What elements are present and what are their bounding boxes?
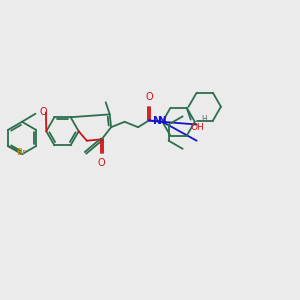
Text: H: H [201,115,206,124]
Text: O: O [98,158,106,168]
Text: O: O [39,107,47,117]
Text: Br: Br [16,148,26,157]
Text: N: N [158,116,167,126]
Text: O: O [145,92,153,102]
Text: OH: OH [191,123,205,132]
Text: N: N [153,116,161,126]
